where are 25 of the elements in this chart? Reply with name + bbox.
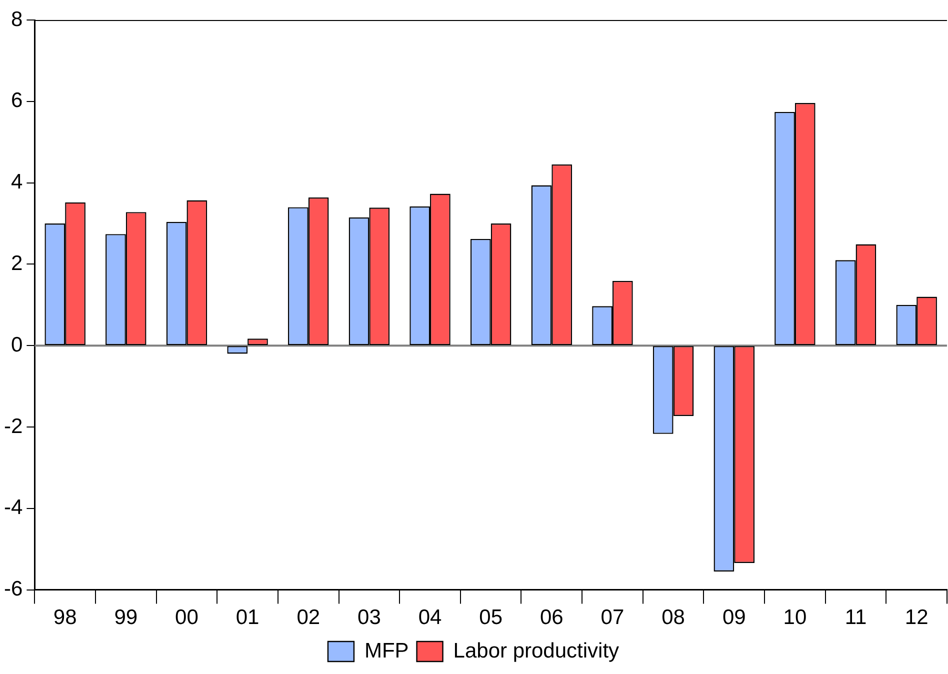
y-tick-label: 6	[10, 89, 23, 112]
x-tick-label: 98	[53, 606, 77, 630]
y-tick-label: 0	[10, 333, 23, 356]
y-tick-label: -4	[4, 496, 23, 520]
x-tick-label: 11	[844, 606, 867, 630]
y-tick-label: 8	[10, 8, 23, 31]
x-tick-label: 04	[418, 606, 442, 630]
y-tick-label: -2	[4, 414, 23, 438]
legend-label: MFP	[364, 639, 409, 662]
x-tick-label: 06	[540, 606, 564, 630]
x-tick-label: 12	[904, 606, 928, 630]
x-tick-label: 99	[114, 606, 138, 630]
legend-label: Labor productivity	[453, 639, 620, 662]
x-tick-label: 02	[296, 606, 320, 630]
y-tick-label: 2	[10, 252, 23, 275]
x-tick-label: 03	[358, 606, 381, 630]
x-tick-label: 09	[722, 606, 746, 630]
x-tick-label: 08	[662, 606, 685, 630]
y-tick-label: -6	[4, 578, 23, 601]
x-tick-label: 07	[600, 606, 624, 630]
x-tick-label: 10	[783, 606, 807, 630]
x-tick-label: 00	[175, 606, 198, 630]
x-tick-label: 05	[479, 606, 503, 630]
x-tick-label: 01	[236, 606, 260, 630]
y-tick-label: 4	[10, 170, 23, 194]
